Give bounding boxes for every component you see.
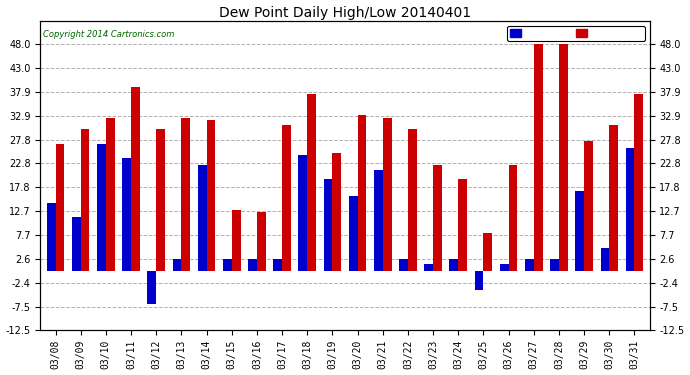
Bar	[433, 165, 442, 271]
Bar	[525, 259, 534, 271]
Bar	[374, 170, 383, 271]
Bar	[383, 118, 391, 271]
Title: Dew Point Daily High/Low 20140401: Dew Point Daily High/Low 20140401	[219, 6, 471, 20]
Bar	[584, 141, 593, 271]
Bar	[223, 259, 232, 271]
Bar	[408, 129, 417, 271]
Bar	[575, 191, 584, 271]
Bar	[55, 144, 64, 271]
Bar	[357, 115, 366, 271]
Bar	[500, 264, 509, 271]
Bar	[122, 158, 131, 271]
Bar	[333, 153, 342, 271]
Bar	[484, 234, 492, 271]
Bar	[257, 212, 266, 271]
Bar	[106, 118, 115, 271]
Bar	[248, 259, 257, 271]
Bar	[449, 259, 458, 271]
Bar	[399, 259, 408, 271]
Bar	[198, 165, 206, 271]
Bar	[273, 259, 282, 271]
Bar	[550, 259, 559, 271]
Bar	[609, 125, 618, 271]
Bar	[131, 87, 140, 271]
Bar	[181, 118, 190, 271]
Bar	[348, 196, 357, 271]
Bar	[600, 248, 609, 271]
Bar	[97, 144, 106, 271]
Bar	[206, 120, 215, 271]
Bar	[534, 44, 542, 271]
Bar	[47, 203, 55, 271]
Bar	[559, 44, 568, 271]
Bar	[156, 129, 165, 271]
Bar	[282, 125, 291, 271]
Bar	[626, 148, 635, 271]
Bar	[635, 94, 643, 271]
Bar	[81, 129, 90, 271]
Bar	[148, 271, 156, 304]
Bar	[324, 179, 333, 271]
Bar	[232, 210, 241, 271]
Bar	[458, 179, 467, 271]
Bar	[475, 271, 484, 290]
Bar	[307, 94, 316, 271]
Legend: Low  (°F), High  (°F): Low (°F), High (°F)	[507, 26, 644, 41]
Bar	[72, 217, 81, 271]
Text: Copyright 2014 Cartronics.com: Copyright 2014 Cartronics.com	[43, 30, 175, 39]
Bar	[299, 156, 307, 271]
Bar	[424, 264, 433, 271]
Bar	[172, 259, 181, 271]
Bar	[509, 165, 518, 271]
